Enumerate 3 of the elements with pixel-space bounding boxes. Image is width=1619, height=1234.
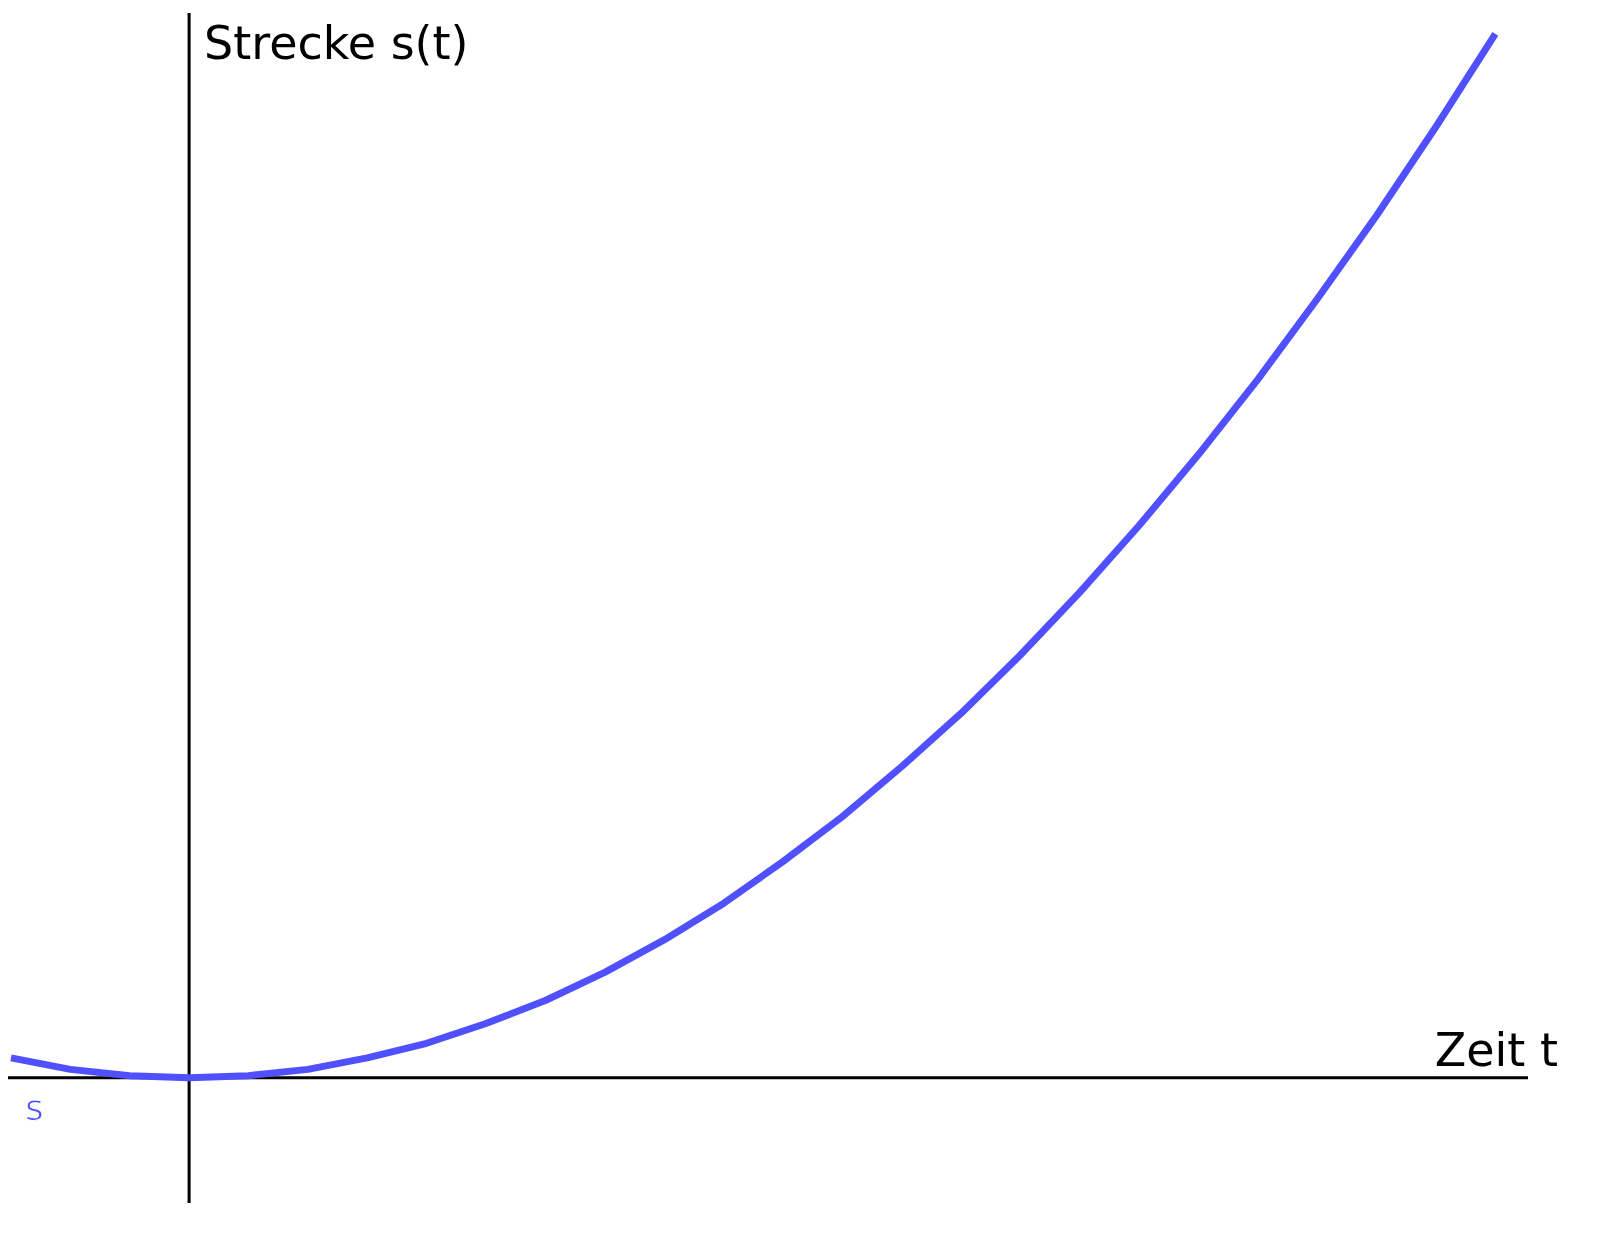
y-axis-title: Strecke s(t) <box>204 16 469 70</box>
x-axis-title: Zeit t <box>1434 1023 1558 1077</box>
series-label: s <box>24 1086 44 1128</box>
